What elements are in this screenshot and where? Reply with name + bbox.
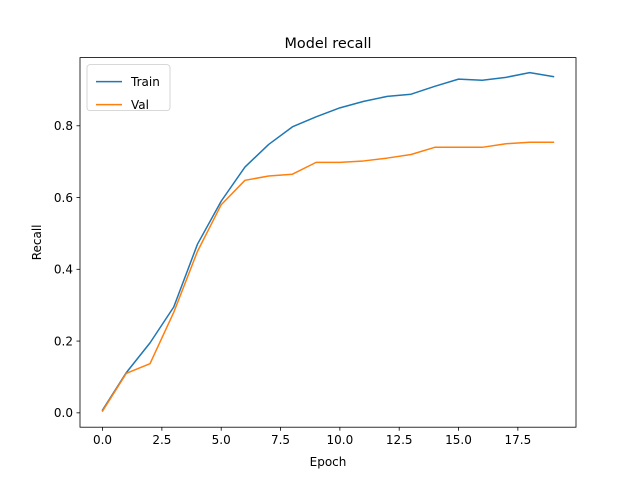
x-tick-label: 15.0 [445,433,472,447]
x-tick-label: 2.5 [152,433,171,447]
y-tick-label: 0.0 [54,406,73,420]
series-layer [101,71,555,413]
y-axis-label: Recall [30,224,44,260]
x-tick-label: 17.5 [504,433,531,447]
legend: Train Val [86,64,171,112]
x-tick-label: 0.0 [93,433,112,447]
series-line-val [101,141,555,413]
legend-label-val: Val [131,98,149,112]
x-tick-label: 7.5 [271,433,290,447]
x-tick-label: 12.5 [386,433,413,447]
y-tick-label: 0.6 [54,191,73,205]
y-tick-label: 0.8 [54,119,73,133]
x-tick-label: 10.0 [327,433,354,447]
x-axis: 0.0 2.5 5.0 7.5 10.0 12.5 15.0 17.5 [93,427,531,447]
series-line-train [101,71,555,412]
y-tick-label: 0.4 [54,263,73,277]
x-axis-label: Epoch [310,455,347,469]
y-axis: 0.0 0.2 0.4 0.6 0.8 [54,119,80,420]
y-tick-label: 0.2 [54,334,73,348]
legend-box [86,64,171,111]
axes-frame [79,57,577,428]
legend-label-train: Train [130,75,160,89]
chart-title: Model recall [285,36,372,52]
x-tick-label: 5.0 [212,433,231,447]
